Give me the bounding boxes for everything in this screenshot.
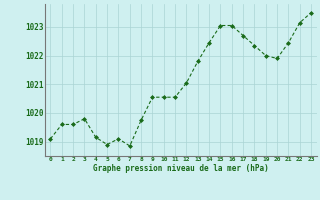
X-axis label: Graphe pression niveau de la mer (hPa): Graphe pression niveau de la mer (hPa): [93, 164, 269, 173]
